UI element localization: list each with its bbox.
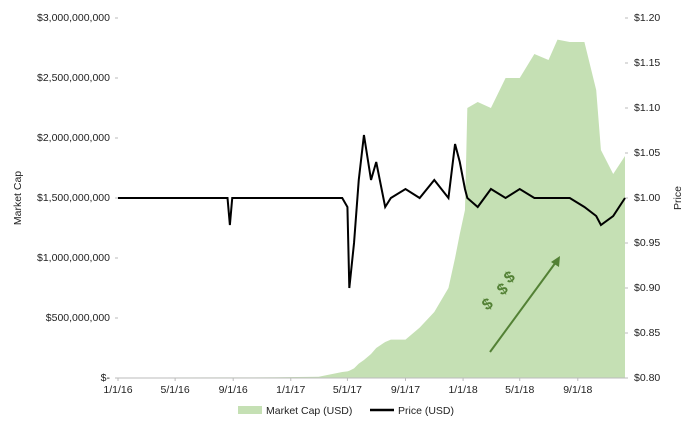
y-tick-label: $2,000,000,000 <box>37 132 110 144</box>
y-tick-label: $500,000,000 <box>46 312 110 324</box>
y2-tick-label: $0.80 <box>634 372 660 384</box>
annotation-arrow <box>489 261 557 353</box>
y-axis-title: Market Cap <box>12 171 24 225</box>
x-tick-label: 1/1/16 <box>103 384 132 396</box>
y2-tick-label: $0.90 <box>634 282 660 294</box>
y2-tick-label: $1.05 <box>634 147 660 159</box>
annotation-arrowhead <box>551 256 560 267</box>
x-tick-label: 9/1/16 <box>219 384 248 396</box>
y-tick-label: $1,000,000,000 <box>37 252 110 264</box>
y-tick-label: $- <box>101 372 111 384</box>
y-tick-label: $2,500,000,000 <box>37 72 110 84</box>
legend-label: Price (USD) <box>398 405 454 417</box>
legend-label: Market Cap (USD) <box>266 405 352 417</box>
y2-tick-label: $1.10 <box>634 102 660 114</box>
price-line <box>118 134 626 289</box>
x-tick-label: 5/1/17 <box>333 384 362 396</box>
x-tick-label: 9/1/17 <box>391 384 420 396</box>
y-tick-label: $1,500,000,000 <box>37 192 110 204</box>
x-tick-label: 1/1/18 <box>448 384 477 396</box>
market-cap-area <box>118 39 625 378</box>
x-tick-label: 1/1/17 <box>276 384 305 396</box>
y2-tick-label: $0.85 <box>634 327 660 339</box>
y2-tick-label: $1.00 <box>634 192 660 204</box>
y-tick-label: $3,000,000,000 <box>37 12 110 24</box>
x-tick-label: 9/1/18 <box>563 384 592 396</box>
x-tick-label: 5/1/18 <box>505 384 534 396</box>
y2-tick-label: $0.95 <box>634 237 660 249</box>
legend-swatch <box>238 406 262 414</box>
y2-tick-label: $1.15 <box>634 57 660 69</box>
x-tick-label: 5/1/16 <box>161 384 190 396</box>
y2-tick-label: $1.20 <box>634 12 660 24</box>
y2-axis-title: Price <box>672 186 684 210</box>
